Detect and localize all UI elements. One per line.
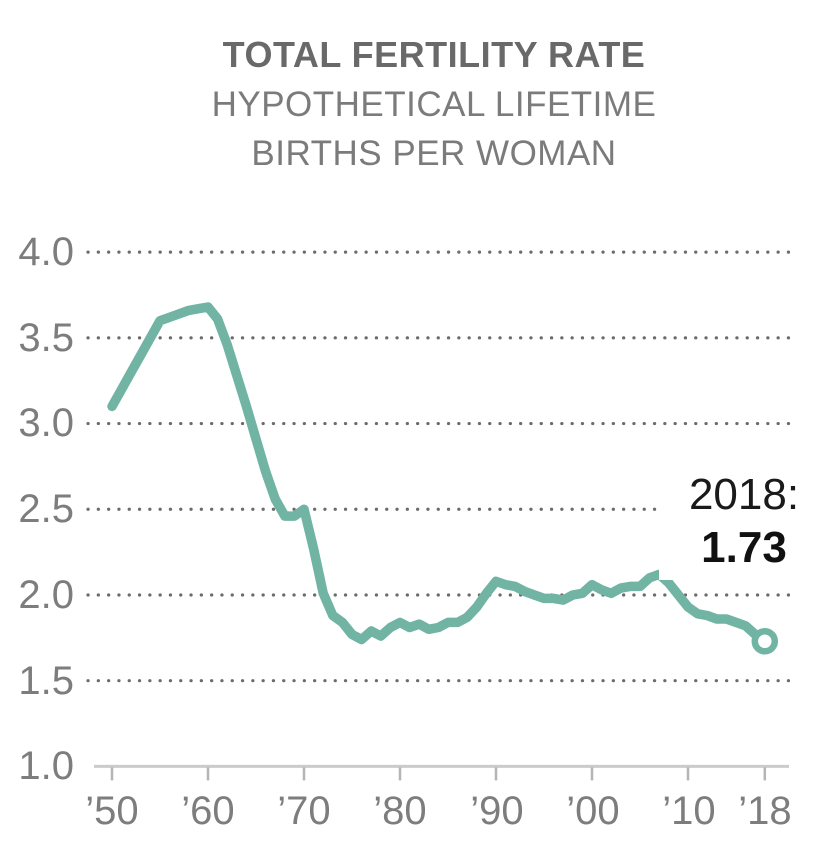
annotation-value-label: 1.73 — [701, 523, 787, 572]
y-tick-label-2_5: 2.5 — [18, 487, 74, 531]
chart-header: TOTAL FERTILITY RATE HYPOTHETICAL LIFETI… — [42, 30, 825, 178]
annotation-year-label: 2018: — [688, 470, 800, 519]
y-tick-label-3_5: 3.5 — [18, 316, 74, 360]
x-tick-label-1950: ’50 — [85, 789, 139, 833]
fertility-rate-line — [107, 302, 770, 647]
chart-subtitle-line-1: HYPOTHETICAL LIFETIME — [211, 85, 657, 124]
y-tick-label-3_0: 3.0 — [18, 401, 74, 445]
y-tick-label-4_0: 4.0 — [18, 230, 74, 274]
end-point-marker — [751, 628, 779, 655]
x-tick-label-2018: ’18 — [738, 789, 792, 833]
x-tick-label-1960: ’60 — [181, 789, 235, 833]
chart-title: TOTAL FERTILITY RATE — [222, 34, 646, 75]
y-tick-label-2_0: 2.0 — [18, 573, 74, 617]
x-tick-label-2000: ’00 — [566, 789, 620, 833]
chart-subtitle-line-2: BIRTHS PER WOMAN — [251, 134, 617, 173]
y-tick-label-1_5: 1.5 — [18, 659, 74, 703]
y-tick-label-1_0: 1.0 — [18, 744, 74, 788]
x-tick-label-1980: ’80 — [373, 789, 427, 833]
end-point-annotation: 2018: 1.73 — [659, 464, 825, 580]
x-tick-label-1990: ’90 — [470, 789, 524, 833]
x-tick-label-2010: ’10 — [662, 789, 716, 833]
x-tick-label-1970: ’70 — [277, 789, 331, 833]
